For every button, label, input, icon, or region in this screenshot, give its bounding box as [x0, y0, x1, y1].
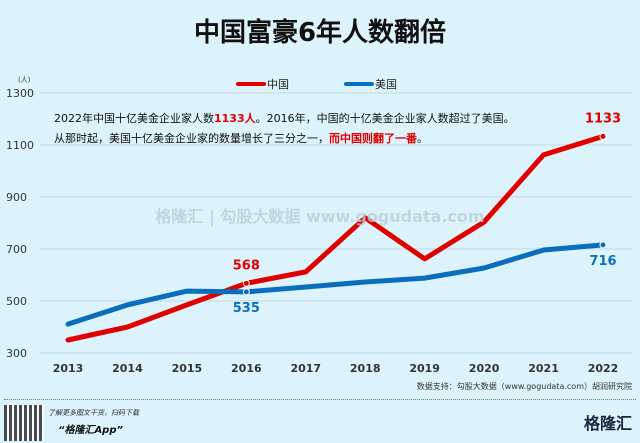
brand-logo: 格隆汇 [583, 414, 632, 433]
data-point [599, 241, 607, 249]
note-highlight: 1133人 [214, 112, 256, 125]
data-label: 535 [233, 301, 260, 316]
series-line [65, 242, 606, 327]
divider [4, 399, 636, 400]
data-point [242, 279, 250, 287]
watermark: 格隆汇 | 勾股大数据 www.gogudata.com [155, 207, 484, 227]
data-label: 716 [589, 254, 616, 269]
data-point [242, 288, 250, 296]
x-tick-label: 2018 [350, 362, 381, 375]
annotation-line-2: 从那时起，美国十亿美金企业家的数量增长了三分之一，而中国则翻了一番。 [54, 130, 428, 146]
x-tick-label: 2020 [469, 362, 500, 375]
x-tick-label: 2019 [409, 362, 440, 375]
data-label: 1133 [585, 111, 621, 126]
note-text: 。2016年，中国的十亿美金企业家人数超过了美国。 [255, 112, 515, 125]
footer-text: 了解更多图文干货，扫码下载 [48, 409, 139, 417]
y-tick-label: 1100 [6, 139, 34, 152]
note-text: 2022年中国十亿美金企业家人数 [54, 112, 214, 125]
y-unit-label: (人) [18, 76, 31, 84]
data-point [599, 132, 607, 140]
data-source: 数据支持：勾股大数据（www.gogudata.com）胡润研究院 [416, 382, 632, 391]
y-tick-label: 900 [6, 191, 27, 204]
x-tick-label: 2013 [53, 362, 84, 375]
note-text: 。 [417, 132, 428, 145]
series-line [65, 133, 606, 343]
data-label: 568 [233, 258, 260, 273]
x-tick-label: 2015 [172, 362, 203, 375]
x-tick-label: 2014 [112, 362, 143, 375]
x-tick-label: 2021 [528, 362, 559, 375]
footer-app-name: “格隆汇App” [58, 425, 123, 436]
y-tick-label: 700 [6, 243, 27, 256]
note-highlight: 而中国则翻了一番 [329, 132, 417, 145]
chart-title: 中国富豪6年人数翻倍 [193, 18, 447, 48]
note-text: 从那时起，美国十亿美金企业家的数量增长了三分之一， [54, 132, 329, 145]
x-tick-label: 2016 [231, 362, 262, 375]
legend-label: 中国 [267, 78, 289, 91]
y-tick-label: 1300 [6, 87, 34, 100]
y-tick-label: 500 [6, 295, 27, 308]
annotation-line-1: 2022年中国十亿美金企业家人数1133人。2016年，中国的十亿美金企业家人数… [54, 110, 515, 126]
x-tick-label: 2022 [588, 362, 619, 375]
y-tick-label: 300 [6, 347, 27, 360]
qr-code [4, 405, 44, 441]
x-tick-label: 2017 [290, 362, 321, 375]
legend-label: 美国 [375, 78, 397, 91]
